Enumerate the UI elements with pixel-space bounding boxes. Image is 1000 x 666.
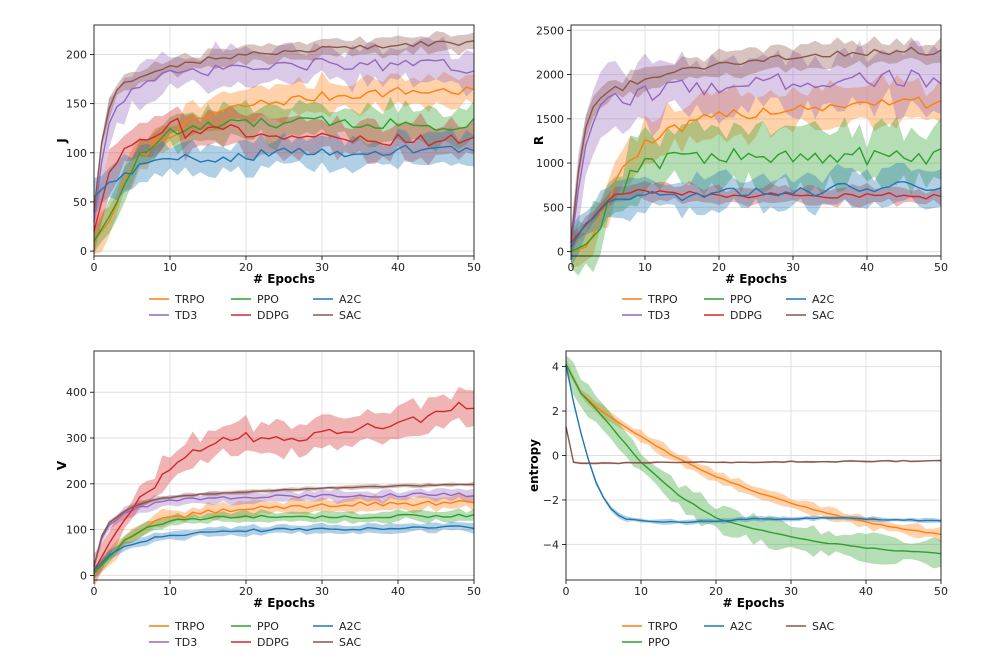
- x-tick-label: 0: [563, 585, 570, 598]
- x-tick-label: 20: [239, 585, 253, 598]
- y-tick-label: 0: [552, 449, 559, 462]
- legend-label-a2c: A2C: [339, 620, 362, 633]
- legend-label-trpo: TRPO: [647, 293, 678, 306]
- x-tick-label: 50: [467, 261, 481, 274]
- y-tick-label: 500: [543, 201, 564, 214]
- legend-label-td3: TD3: [174, 309, 197, 322]
- y-tick-label: 1000: [536, 157, 564, 170]
- x-tick-label: 40: [859, 585, 873, 598]
- y-tick-label: 0: [557, 246, 564, 259]
- legend-label-sac: SAC: [812, 309, 835, 322]
- y-tick-label: 4: [552, 361, 559, 374]
- legend-label-a2c: A2C: [730, 620, 753, 633]
- y-tick-label: 150: [66, 98, 87, 111]
- y-tick-label: 0: [80, 245, 87, 258]
- x-tick-label: 0: [568, 261, 575, 274]
- x-tick-label: 20: [712, 261, 726, 274]
- y-tick-label: 300: [66, 432, 87, 445]
- legend-label-a2c: A2C: [812, 293, 835, 306]
- x-tick-label: 10: [638, 261, 652, 274]
- legend-label-trpo: TRPO: [174, 620, 205, 633]
- legend-label-ppo: PPO: [257, 293, 279, 306]
- x-tick-label: 30: [315, 261, 329, 274]
- x-tick-label: 40: [391, 261, 405, 274]
- y-tick-label: 400: [66, 386, 87, 399]
- legend-label-trpo: TRPO: [647, 620, 678, 633]
- y-tick-label: 100: [66, 524, 87, 537]
- y-tick-label: 200: [66, 478, 87, 491]
- y-tick-label: −2: [543, 494, 559, 507]
- legend-label-ppo: PPO: [648, 636, 670, 649]
- panel-j: 0 10 20 30 40 50 0 50 100 150 200 # Epochs J TRPO TD3 P…: [55, 25, 481, 322]
- y-tick-label: 200: [66, 48, 87, 61]
- x-tick-label: 10: [163, 261, 177, 274]
- y-tick-label: 50: [73, 196, 87, 209]
- x-axis-label: # Epochs: [253, 596, 315, 610]
- y-tick-label: 1500: [536, 113, 564, 126]
- x-tick-label: 30: [784, 585, 798, 598]
- panel-r: 0 10 20 30 40 5005001000150020002500# EpochsR…: [532, 24, 948, 322]
- legend-label-ddpg: DDPG: [257, 636, 289, 649]
- legend-label-ppo: PPO: [730, 293, 752, 306]
- band-ddpg: [94, 105, 474, 255]
- x-tick-label: 20: [239, 261, 253, 274]
- x-tick-label: 0: [91, 585, 98, 598]
- legend-label-trpo: TRPO: [174, 293, 205, 306]
- x-tick-label: 40: [391, 585, 405, 598]
- x-tick-label: 50: [467, 585, 481, 598]
- x-tick-label: 30: [315, 585, 329, 598]
- y-tick-label: 2: [552, 405, 559, 418]
- x-tick-label: 30: [786, 261, 800, 274]
- legend-label-ddpg: DDPG: [257, 309, 289, 322]
- y-tick-label: 2000: [536, 69, 564, 82]
- y-axis-label: J: [55, 138, 69, 143]
- x-tick-label: 50: [934, 585, 948, 598]
- y-tick-label: −4: [543, 538, 559, 551]
- legend-label-sac: SAC: [339, 636, 362, 649]
- panel-v: 0 10 20 30 40 50 0 100 200 300 400 # Epochs V TRPO TD3…: [55, 351, 481, 649]
- legend-label-td3: TD3: [647, 309, 670, 322]
- y-tick-label: 2500: [536, 24, 564, 37]
- x-axis-label: # Epochs: [722, 596, 784, 610]
- x-tick-label: 10: [163, 585, 177, 598]
- legend-label-td3: TD3: [174, 636, 197, 649]
- x-tick-label: 50: [934, 261, 948, 274]
- y-axis-label: entropy: [527, 439, 541, 492]
- legend-label-ppo: PPO: [257, 620, 279, 633]
- figure: 0 10 20 30 40 50050100150200# EpochsJTRPOTD3P…: [0, 0, 1000, 666]
- legend-label-sac: SAC: [339, 309, 362, 322]
- y-tick-label: 100: [66, 147, 87, 160]
- y-axis-label: V: [55, 460, 69, 470]
- x-tick-label: 40: [860, 261, 874, 274]
- x-tick-label: 10: [634, 585, 648, 598]
- y-axis-label: R: [532, 136, 546, 145]
- legend-label-a2c: A2C: [339, 293, 362, 306]
- x-axis-label: # Epochs: [253, 272, 315, 286]
- x-tick-label: 20: [709, 585, 723, 598]
- legend-label-sac: SAC: [812, 620, 835, 633]
- x-axis-label: # Epochs: [725, 272, 787, 286]
- axes-frame: [94, 351, 474, 580]
- y-tick-label: 0: [80, 569, 87, 582]
- legend-label-ddpg: DDPG: [730, 309, 762, 322]
- x-tick-label: 0: [91, 261, 98, 274]
